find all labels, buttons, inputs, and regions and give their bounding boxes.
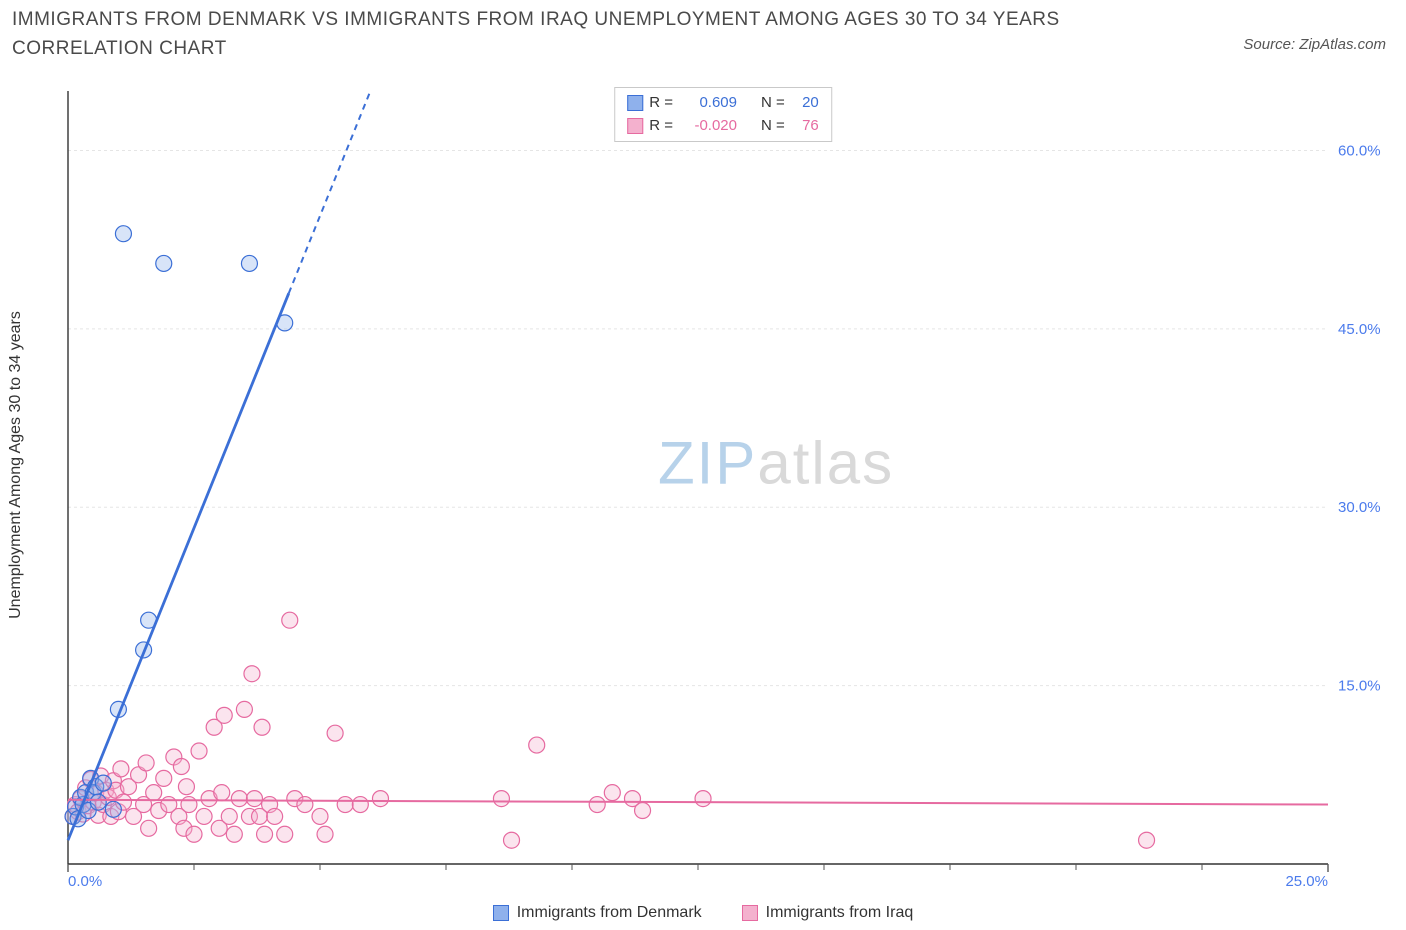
svg-text:15.0%: 15.0% [1338, 678, 1381, 695]
legend-r-denmark: 0.609 [679, 92, 737, 115]
legend-swatch-icon [493, 905, 509, 921]
bottom-legend: Immigrants from Denmark Immigrants from … [0, 904, 1406, 922]
bottom-legend-item-iraq: Immigrants from Iraq [742, 904, 914, 922]
legend-swatch-iraq [627, 118, 643, 134]
legend-n-iraq: 76 [791, 115, 819, 138]
y-axis-label: Unemployment Among Ages 30 to 34 years [7, 311, 25, 619]
plot-area: 0.0%25.0%15.0%30.0%45.0%60.0% ZIPatlas R… [60, 85, 1386, 890]
svg-text:25.0%: 25.0% [1285, 873, 1328, 890]
bottom-legend-item-denmark: Immigrants from Denmark [493, 904, 702, 922]
svg-text:45.0%: 45.0% [1338, 321, 1381, 338]
legend-swatch-icon [742, 905, 758, 921]
legend-r-iraq: -0.020 [679, 115, 737, 138]
legend-row-denmark: R = 0.609 N = 20 [627, 92, 819, 115]
source-attribution: Source: ZipAtlas.com [1243, 36, 1386, 53]
source-link[interactable]: ZipAtlas.com [1299, 36, 1386, 53]
svg-text:60.0%: 60.0% [1338, 142, 1381, 159]
legend-swatch-denmark [627, 95, 643, 111]
legend-correlation-box: R = 0.609 N = 20 R = -0.020 N = 76 [614, 87, 832, 142]
svg-text:30.0%: 30.0% [1338, 499, 1381, 516]
legend-row-iraq: R = -0.020 N = 76 [627, 115, 819, 138]
svg-text:0.0%: 0.0% [68, 873, 102, 890]
legend-n-denmark: 20 [791, 92, 819, 115]
chart-title: IMMIGRANTS FROM DENMARK VS IMMIGRANTS FR… [12, 6, 1112, 63]
scatter-plot: 0.0% 25.0% 15.0% 30.0% 45.0% 60.0% [60, 85, 1386, 890]
